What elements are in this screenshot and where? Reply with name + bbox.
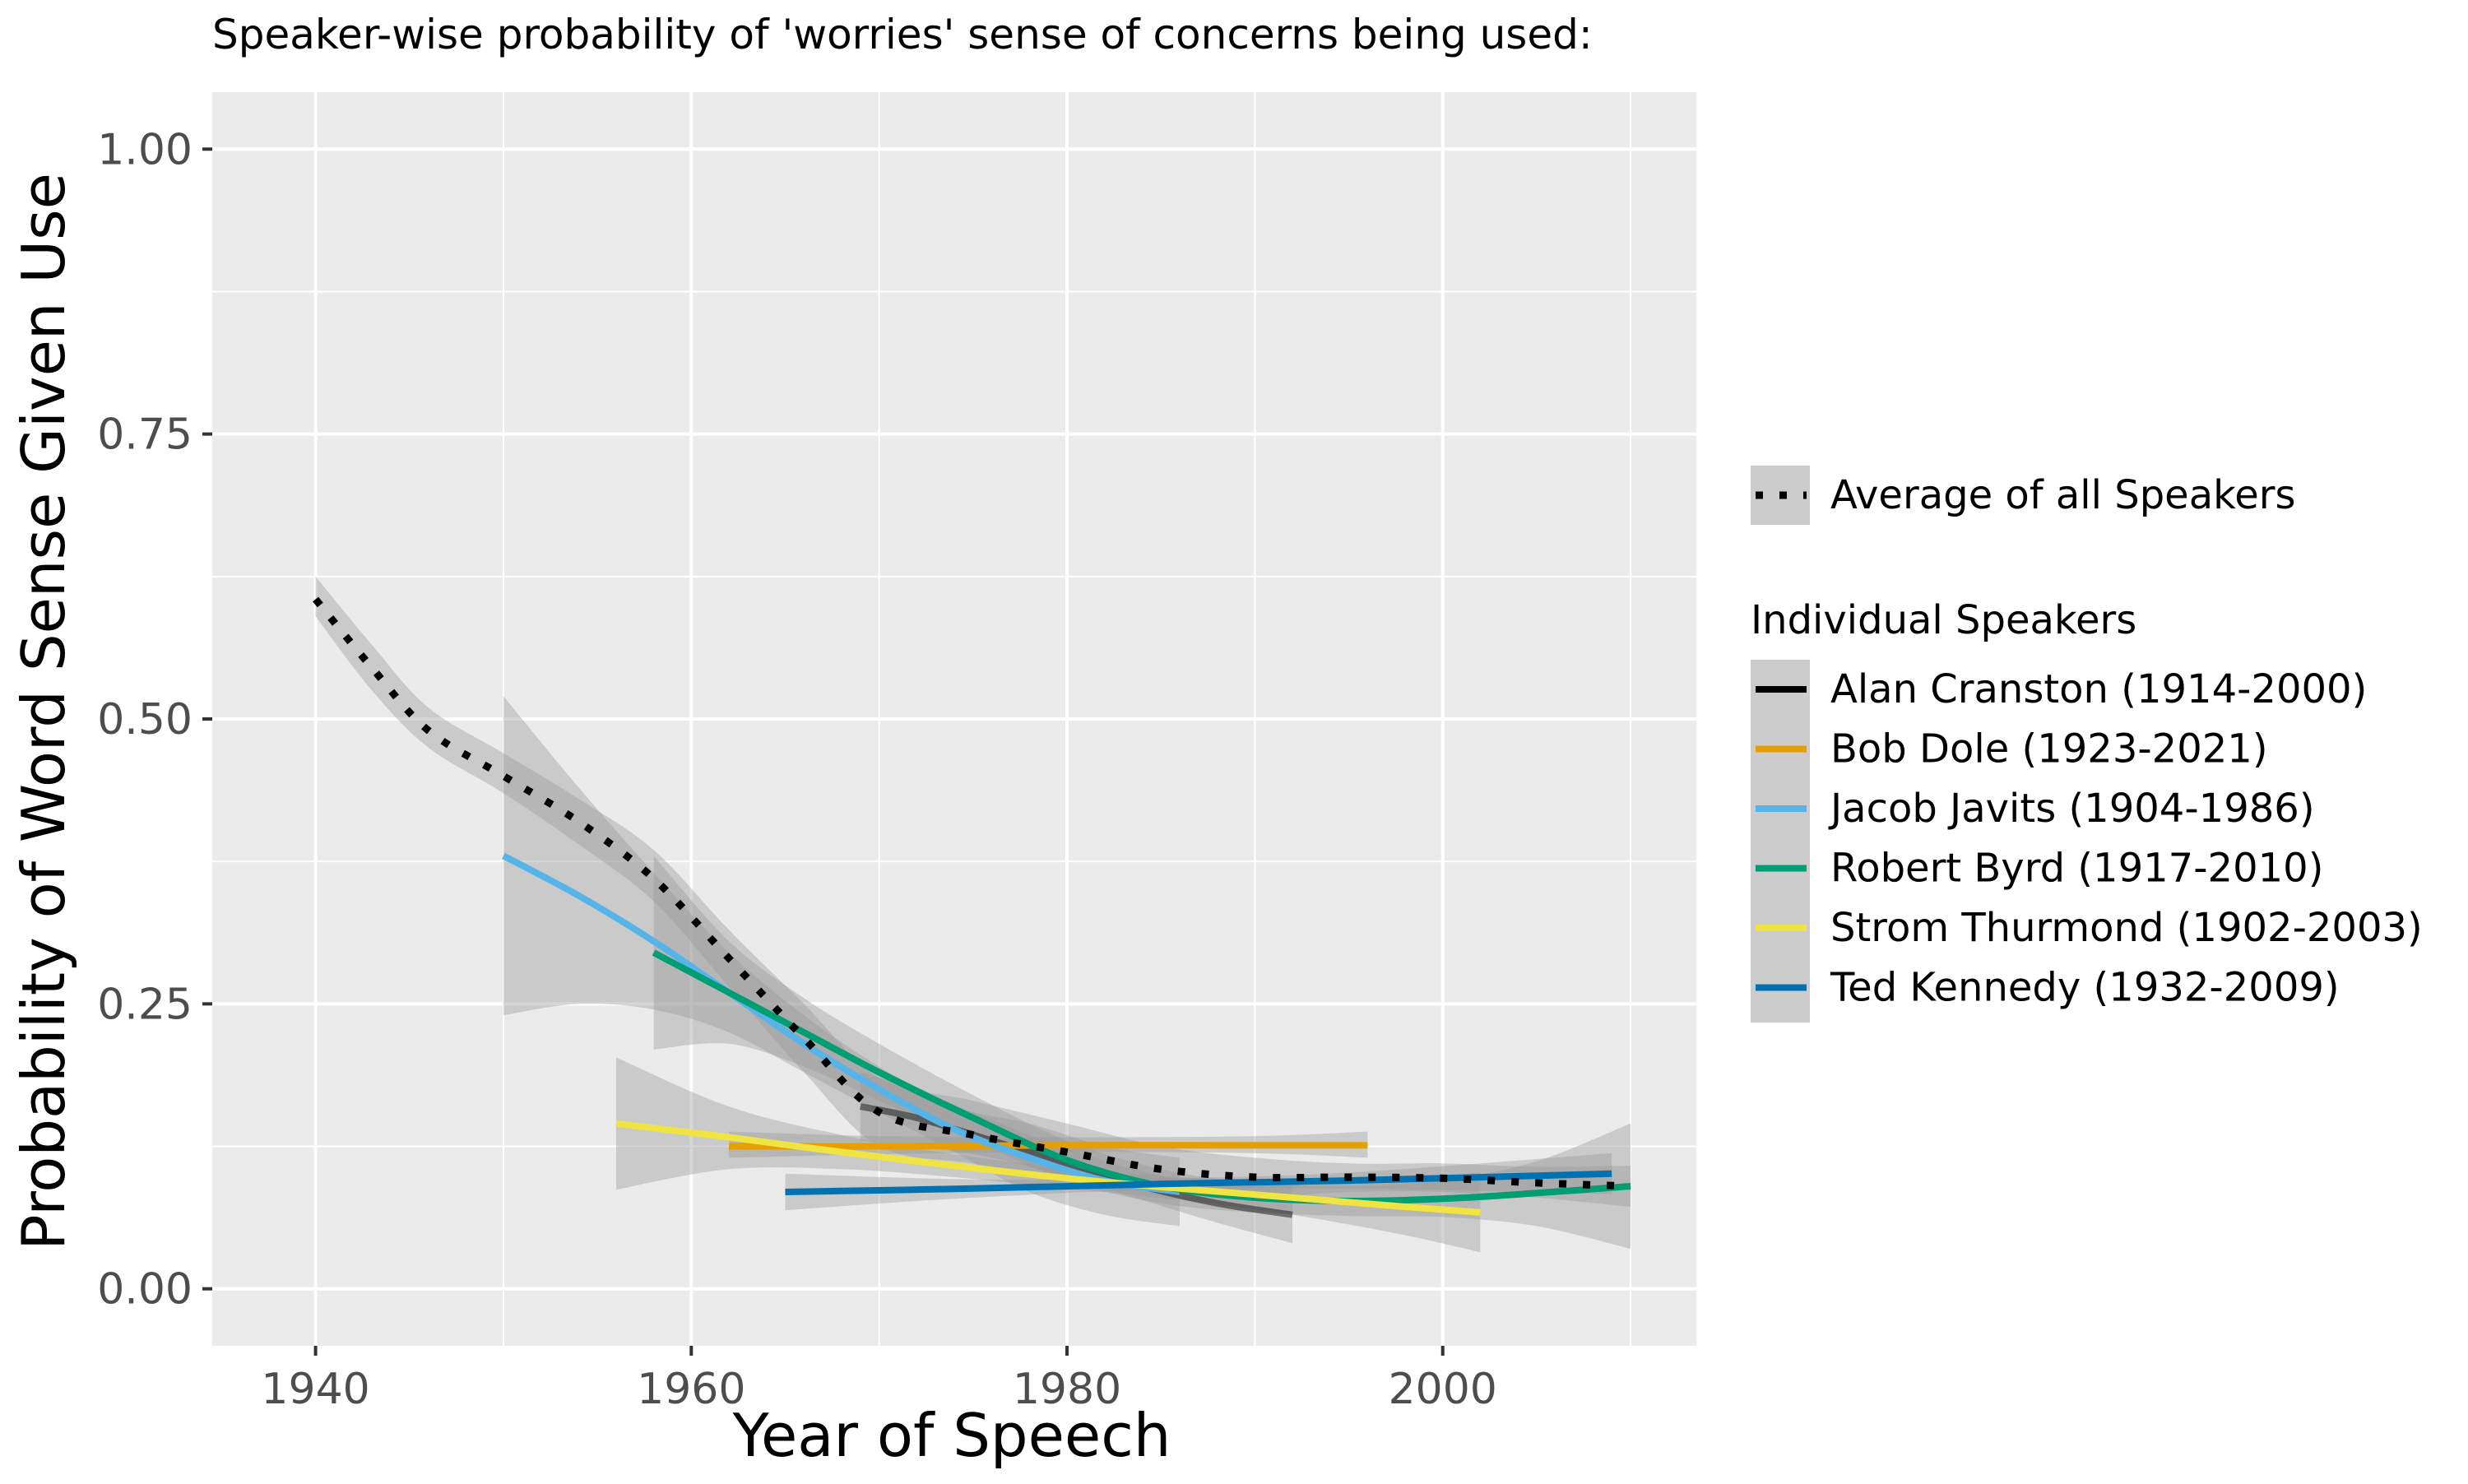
legend-label: Strom Thurmond (1902-2003) [1830,905,2423,951]
legend-average-label: Average of all Speakers [1830,472,2295,518]
x-tick-label: 1940 [261,1365,369,1414]
x-axis: 1940 1960 1980 2000 [261,1346,1497,1414]
series-line [615,1120,1481,1216]
y-tick-label: 1.00 [97,125,193,174]
y-axis-title: Probability of Word Sense Given Use [9,173,78,1250]
legend-speakers-key [1751,660,1810,1023]
legend-label: Bob Dole (1923-2021) [1830,726,2268,772]
series-line [652,949,1631,1205]
y-tick-label: 0.50 [97,695,193,744]
legend-average: Average of all Speakers [1751,466,2295,525]
average-line-layer [313,596,1631,1190]
ribbon [653,856,1631,1250]
x-tick-label: 1960 [637,1365,745,1414]
x-tick-label: 2000 [1389,1365,1497,1414]
grid-major [212,92,1696,1346]
ribbon [616,1057,1481,1253]
series-line [728,1142,1368,1150]
average-line [313,596,1631,1190]
legend-title: Individual Speakers [1751,597,2136,643]
series-lines [502,852,1631,1218]
series-line [502,852,1181,1195]
x-tick-label: 1980 [1013,1365,1121,1414]
chart-title: Speaker-wise probability of 'worries' se… [212,11,1593,58]
y-axis: 0.00 0.25 0.50 0.75 1.00 [97,125,212,1315]
legend-label: Ted Kennedy (1932-2009) [1830,965,2340,1011]
legend-label: Robert Byrd (1917-2010) [1830,846,2323,892]
x-axis-title: Year of Speech [732,1401,1171,1470]
y-tick-label: 0.25 [97,980,193,1029]
series-line [785,1170,1612,1195]
legend-speakers: Alan Cranston (1914-2000) Bob Dole (1923-… [1751,660,2423,1023]
legend-label: Jacob Javits (1904-1986) [1828,786,2315,832]
y-tick-label: 0.00 [97,1265,193,1315]
legend-label: Alan Cranston (1914-2000) [1830,666,2367,712]
y-tick-label: 0.75 [97,410,193,460]
